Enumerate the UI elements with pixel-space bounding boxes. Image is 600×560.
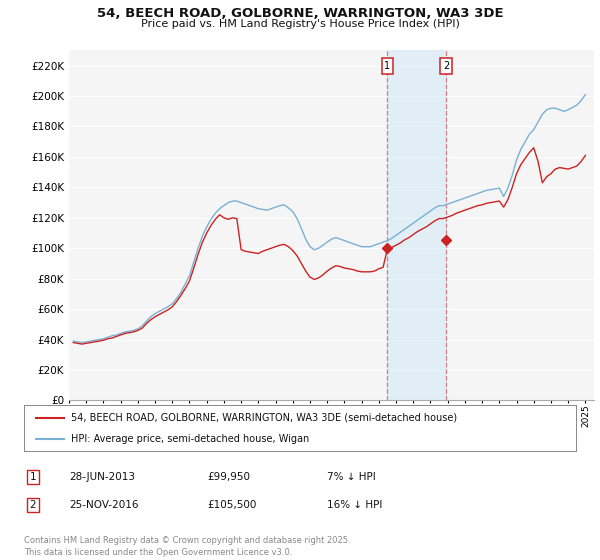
Text: 2: 2	[443, 61, 449, 71]
Text: 1: 1	[385, 61, 391, 71]
Bar	[388, 50, 446, 400]
Text: 28-JUN-2013: 28-JUN-2013	[69, 472, 135, 482]
Text: 16% ↓ HPI: 16% ↓ HPI	[327, 500, 382, 510]
Text: Price paid vs. HM Land Registry's House Price Index (HPI): Price paid vs. HM Land Registry's House …	[140, 19, 460, 29]
Text: 1: 1	[29, 472, 37, 482]
Text: £105,500: £105,500	[207, 500, 256, 510]
Text: HPI: Average price, semi-detached house, Wigan: HPI: Average price, semi-detached house,…	[71, 435, 309, 444]
Text: Contains HM Land Registry data © Crown copyright and database right 2025.
This d: Contains HM Land Registry data © Crown c…	[24, 536, 350, 557]
Text: 25-NOV-2016: 25-NOV-2016	[69, 500, 139, 510]
Text: 7% ↓ HPI: 7% ↓ HPI	[327, 472, 376, 482]
Text: 54, BEECH ROAD, GOLBORNE, WARRINGTON, WA3 3DE: 54, BEECH ROAD, GOLBORNE, WARRINGTON, WA…	[97, 7, 503, 20]
Text: £99,950: £99,950	[207, 472, 250, 482]
Text: 2: 2	[29, 500, 37, 510]
Text: 54, BEECH ROAD, GOLBORNE, WARRINGTON, WA3 3DE (semi-detached house): 54, BEECH ROAD, GOLBORNE, WARRINGTON, WA…	[71, 413, 457, 423]
